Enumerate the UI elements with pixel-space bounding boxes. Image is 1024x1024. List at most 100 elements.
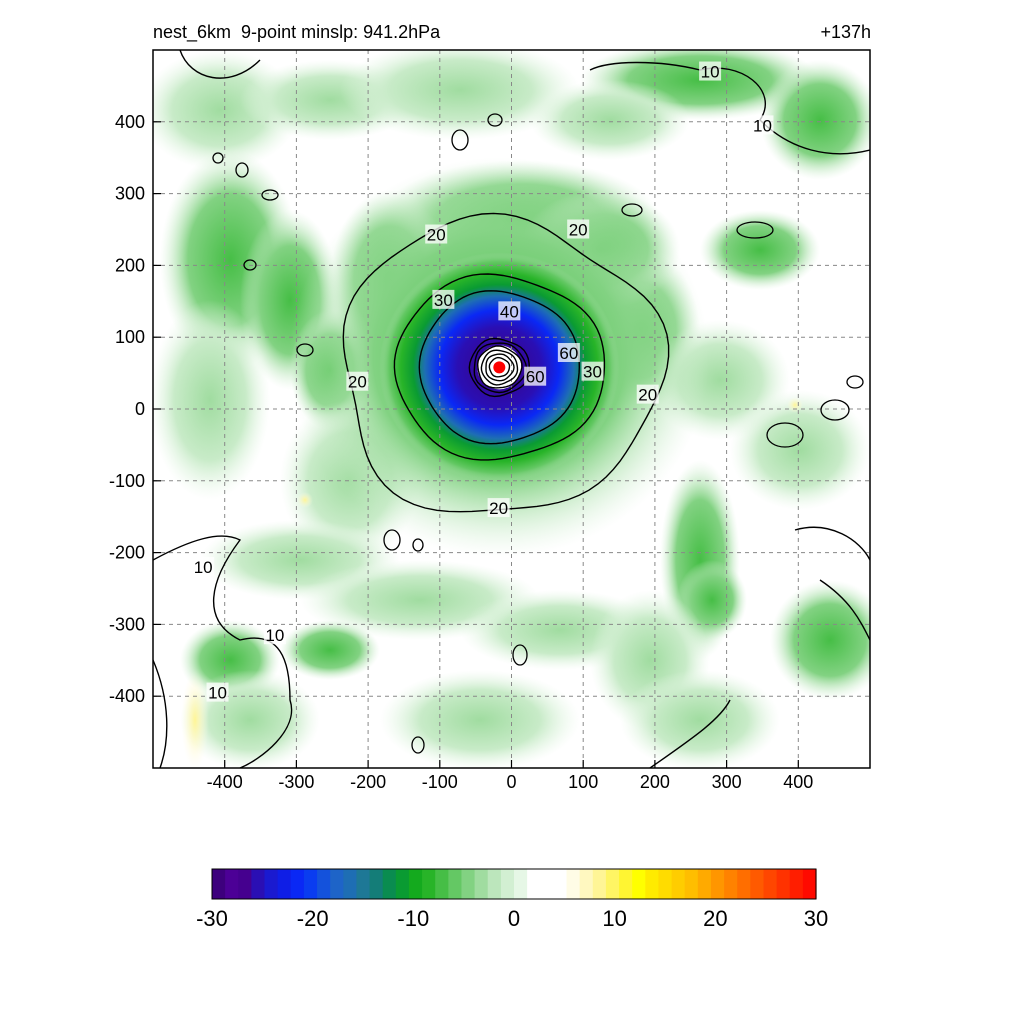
colorbar-swatch [422,869,436,899]
contour-label: 40 [500,302,519,321]
contour-closed [736,221,774,239]
field-blob [700,210,820,290]
contour-label-bg [557,342,580,362]
contour-label: 60 [526,368,545,387]
colorbar-tick-label: 20 [703,906,727,931]
contour-10 [649,699,731,768]
contour-closed [451,129,469,151]
contour-10 [153,659,168,768]
contour-closed [296,343,314,357]
contour-label-bg [524,366,547,386]
colorbar-swatch [225,869,239,899]
contour-label-bg [425,224,448,244]
colorbar-swatch [750,869,765,899]
colorbar-swatch [540,869,554,899]
chart-title: nest_6km 9-point minslp: 941.2hPa [153,22,441,42]
y-tick-label: 100 [115,327,145,347]
colorbar-frame [211,868,817,900]
y-tick-label: -400 [109,686,145,706]
colorbar-swatch [487,869,502,899]
contour-inner [488,356,511,378]
colorbar-tick-label: 30 [804,906,828,931]
contour-label-bg [751,115,774,135]
colorbar-swatch [579,869,594,899]
colorbar-swatch [763,869,778,899]
y-tick-label: -200 [109,543,145,563]
contour-label: 10 [701,63,720,82]
colorbar [211,868,817,900]
colorbar-swatch [697,869,712,899]
y-tick-label: 400 [115,112,145,132]
colorbar-tick-label: -30 [196,906,228,931]
contour-inner [485,353,515,382]
x-tick-label: 0 [506,772,516,792]
colorbar-swatch [776,869,791,899]
field-blob [620,670,780,768]
field-blob [770,580,870,700]
contour-10 [179,50,261,79]
colorbar-swatch [238,869,252,899]
colorbar-swatch [527,869,541,899]
colorbar-swatch [303,869,318,899]
colorbar-swatch [553,869,568,899]
colorbar-ticks: -30 -20 -10 0 10 20 30 [196,906,828,931]
contour-closed [487,113,503,127]
colorbar-swatch [658,869,673,899]
field-blob [380,670,580,768]
contour-label-bg [346,371,369,391]
colorbar-swatch [789,869,804,899]
colorbar-swatch [802,869,817,899]
contour-label: 20 [638,386,657,405]
field-blob [530,80,690,160]
colorbar-swatch [382,869,397,899]
contour-label-bg [636,384,659,404]
colorbar-tick-label: -20 [297,906,329,931]
contour-closed [261,189,279,201]
colorbar-tick-label: -10 [397,906,429,931]
colorbar-swatch [264,869,279,899]
positive-anomaly [787,397,803,413]
y-tick-label: -300 [109,614,145,634]
contour-label: 20 [489,499,508,518]
y-tick-label: 300 [115,184,145,204]
colorbar-swatch [605,869,620,899]
contour-label: 60 [559,344,578,363]
colorbar-swatch [474,869,489,899]
contour-label: 20 [348,373,367,392]
contour-10 [794,526,870,641]
contour-label: 30 [583,363,602,382]
colorbar-swatch [461,869,476,899]
storm-center-dot [493,361,506,374]
contour-label: 10 [265,626,284,645]
colorbar-swatch [566,869,581,899]
contour-label: 10 [753,116,772,135]
colorbar-swatch [356,869,371,899]
contour-30 [393,273,606,461]
y-tick-label: 200 [115,255,145,275]
contour-10 [589,61,870,155]
contour-label-bg [432,289,455,309]
contour-40 [418,290,581,445]
colorbar-swatch [317,869,331,899]
contour-lines [153,50,870,768]
colorbar-swatch [592,869,607,899]
field-blob [340,50,580,140]
contour-closed [512,644,528,666]
contour-closed [621,203,643,217]
contour-label-bg [206,682,229,702]
colorbar-swatch [395,869,410,899]
colorbar-swatch [671,869,686,899]
colorbar-swatch [514,869,528,899]
contour-closed [412,538,424,552]
contour-label-bg [581,361,604,381]
colorbar-swatch [290,869,305,899]
x-tick-label: -200 [350,772,386,792]
field-blob [280,620,380,680]
y-tick-label: -100 [109,471,145,491]
colorbar-swatch [632,869,646,899]
storm-center-marker [493,361,506,374]
colorbar-swatch [330,869,344,899]
forecast-hour-label: +137h [820,22,871,42]
contour-closed [243,259,257,271]
